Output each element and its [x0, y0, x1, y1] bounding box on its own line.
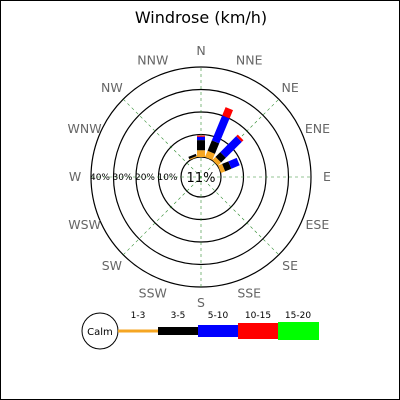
chart-title: Windrose (km/h) — [135, 8, 267, 27]
ring-label: 30% — [112, 173, 132, 183]
legend-swatch-3-5 — [158, 327, 199, 335]
direction-label-se: SE — [282, 258, 298, 273]
grid-spoke — [123, 99, 279, 255]
legend-swatch-1-3 — [118, 329, 159, 333]
legend-swatch-5-10 — [198, 325, 239, 337]
direction-label-w: W — [69, 169, 81, 184]
direction-label-e: E — [323, 169, 331, 184]
legend-label-3-5: 3-5 — [171, 311, 186, 321]
legend: Calm 1-3 3-5 5-10 10-15 15-20 — [81, 311, 319, 350]
bar-ene-3-5 — [222, 161, 232, 172]
bar-ne-3-5 — [215, 152, 226, 163]
direction-label-n: N — [196, 43, 205, 58]
legend-label-5-10: 5-10 — [208, 311, 229, 321]
ring-label: 40% — [90, 173, 110, 183]
bar-nne-3-5 — [207, 140, 220, 154]
bar-nne-1-3 — [204, 150, 215, 161]
direction-label-wsw: WSW — [68, 217, 101, 232]
direction-label-s: S — [197, 295, 205, 310]
ring-label: 10% — [157, 173, 177, 183]
bar-ene-5-10 — [228, 157, 240, 169]
bar-nnw-3-5 — [188, 153, 197, 160]
direction-label-nw: NW — [101, 80, 123, 95]
direction-label-sse: SSE — [237, 285, 261, 300]
polar-grid: 11% — [90, 66, 312, 288]
direction-label-wnw: WNW — [68, 121, 102, 136]
direction-labels: N NNE NE ENE E ESE SE SSE S SSW SW WSW W WNW NW NNW — [68, 43, 331, 310]
bar-ne-1-3 — [212, 156, 222, 166]
direction-label-nnw: NNW — [137, 53, 168, 68]
direction-label-ne: NE — [281, 80, 298, 95]
bar-nne-10-15 — [222, 107, 234, 119]
wind-bars — [188, 107, 244, 174]
bar-ne-5-10 — [220, 136, 242, 158]
legend-label-10-15: 10-15 — [245, 311, 271, 321]
legend-label-15-20: 15-20 — [285, 311, 311, 321]
bar-ne-10-15 — [236, 134, 244, 142]
direction-label-sw: SW — [102, 258, 122, 273]
legend-swatch-15-20 — [278, 322, 319, 340]
legend-swatch-10-15 — [238, 323, 279, 339]
bar-ene-1-3 — [217, 163, 226, 174]
legend-label-1-3: 1-3 — [131, 311, 146, 321]
calm-value: 11% — [187, 171, 216, 186]
bar-nne-5-10 — [211, 115, 230, 144]
direction-label-nne: NNE — [236, 53, 263, 68]
direction-label-ene: ENE — [305, 121, 330, 136]
ring-label: 20% — [135, 173, 155, 183]
legend-calm-label: Calm — [87, 327, 113, 338]
direction-label-ese: ESE — [306, 217, 330, 232]
ring-labels: 10%20%30%40% — [90, 173, 178, 183]
grid-ring — [112, 88, 290, 266]
direction-label-ssw: SSW — [139, 285, 167, 300]
